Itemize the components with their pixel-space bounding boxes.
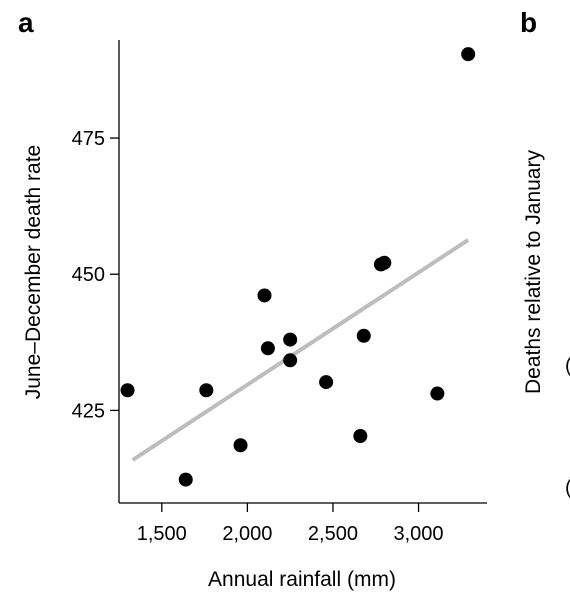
y-tick-label: 475 <box>72 128 105 150</box>
x-tick-label: 2,500 <box>308 523 358 545</box>
y-tick-label-fragment-b: ( <box>565 355 570 377</box>
y-axis-label-b: Deaths relative to January <box>522 150 545 394</box>
y-tick-label-fragment-b: ( <box>565 477 570 499</box>
data-point <box>257 288 272 303</box>
data-point <box>260 341 275 356</box>
y-ticks: 425 450 475 <box>72 128 119 422</box>
x-tick-label: 3,000 <box>394 523 444 545</box>
x-axis-label: Annual rainfall (mm) <box>208 568 396 591</box>
data-point <box>283 353 298 368</box>
panel-b-letter: b <box>520 7 537 38</box>
data-point <box>283 332 298 347</box>
data-point <box>461 47 476 62</box>
y-tick-label: 450 <box>72 264 105 286</box>
scatter-plot-a: 425 450 475 1,500 2,000 2,500 3,000 Annual ra… <box>22 40 487 591</box>
scatter-plot-b-partial: Deaths relative to January ( ( <box>522 150 570 499</box>
data-point <box>233 438 248 453</box>
data-point <box>356 328 371 343</box>
x-tick-label: 1,500 <box>137 523 187 545</box>
x-tick-label: 2,000 <box>222 523 272 545</box>
data-point <box>353 429 368 444</box>
data-point <box>178 472 193 487</box>
trend-line <box>131 238 470 462</box>
data-point <box>430 386 445 401</box>
y-tick-label: 425 <box>72 400 105 422</box>
data-point <box>377 255 392 270</box>
data-point <box>199 383 214 398</box>
x-ticks: 1,500 2,000 2,500 3,000 <box>137 503 444 545</box>
data-points <box>120 47 476 487</box>
panel-a-letter: a <box>18 7 34 38</box>
data-point <box>319 375 334 390</box>
data-point <box>120 383 135 398</box>
y-axis-label: June–December death rate <box>22 145 45 400</box>
